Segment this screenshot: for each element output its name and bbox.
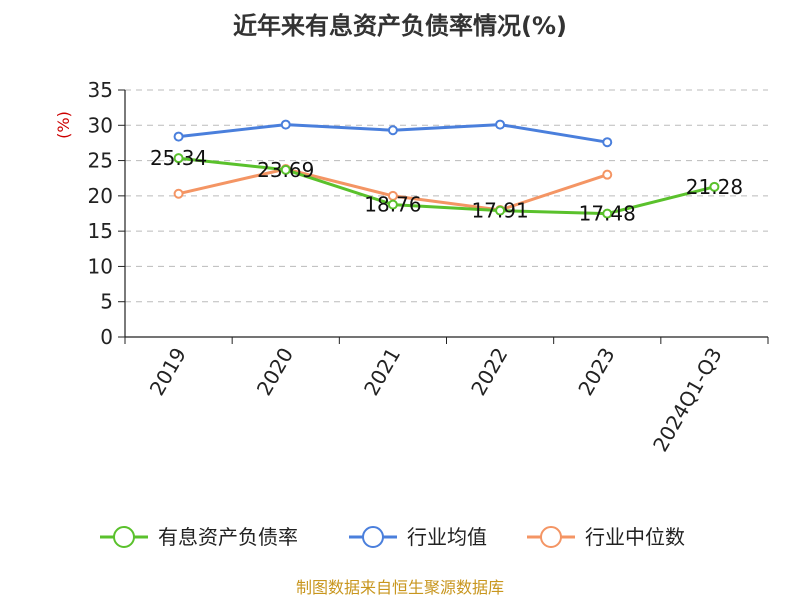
chart-title: 近年来有息资产负债率情况(%) (233, 12, 567, 40)
data-label: 18.76 (364, 193, 421, 217)
data-point (709, 181, 720, 192)
legend-marker (540, 526, 562, 548)
grid-lines (125, 89, 768, 303)
data-point (173, 131, 184, 142)
legend-marker (113, 526, 135, 548)
data-point (280, 164, 291, 175)
data-point (602, 208, 613, 219)
series-line (178, 156, 715, 216)
x-tick-label: 2021 (359, 344, 405, 400)
data-labels: 25.34 23.69 18.76 17.91 17.48 21.28 (150, 146, 743, 225)
y-tick-label: 5 (100, 290, 113, 314)
data-point (495, 205, 506, 216)
data-label: 17.91 (471, 199, 528, 223)
data-point (387, 199, 398, 210)
x-tick-label: 2019 (145, 344, 191, 400)
y-tick-label: 30 (88, 113, 113, 137)
legend: 有息资产负债率 行业均值 行业中位数 (100, 525, 685, 549)
legend-item[interactable]: 行业均值 (349, 525, 487, 549)
y-tick-label: 20 (88, 184, 113, 208)
data-point (495, 119, 506, 130)
x-tick-label: 2022 (466, 344, 512, 400)
x-tick-label: 2023 (573, 344, 619, 400)
data-label: 25.34 (150, 146, 207, 170)
y-tick-label: 0 (100, 325, 113, 349)
data-point (173, 188, 184, 199)
data-label: 17.48 (579, 202, 636, 226)
data-label: 21.28 (686, 175, 743, 199)
source-text: 制图数据来自恒生聚源数据库 (296, 578, 504, 597)
y-tick-label: 25 (88, 149, 113, 173)
data-point (602, 137, 613, 148)
legend-item[interactable]: 行业中位数 (527, 525, 685, 549)
series-lines (173, 119, 720, 219)
data-point (280, 119, 291, 130)
data-point (387, 125, 398, 136)
legend-label: 行业均值 (407, 525, 487, 549)
data-label: 23.69 (257, 158, 314, 182)
legend-label: 行业中位数 (585, 525, 685, 549)
y-tick-label: 10 (88, 254, 113, 278)
x-tick-label: 2024Q1-Q3 (648, 344, 727, 456)
x-tick-label: 2020 (252, 344, 298, 400)
data-point (602, 169, 613, 180)
data-point (173, 153, 184, 164)
y-tick-label: 35 (88, 78, 113, 102)
legend-marker (362, 526, 384, 548)
legend-item[interactable]: 有息资产负债率 (100, 525, 298, 549)
y-tick-label: 15 (88, 219, 113, 243)
legend-label: 有息资产负债率 (158, 525, 298, 549)
y-axis-unit-label: (%) (54, 111, 73, 139)
